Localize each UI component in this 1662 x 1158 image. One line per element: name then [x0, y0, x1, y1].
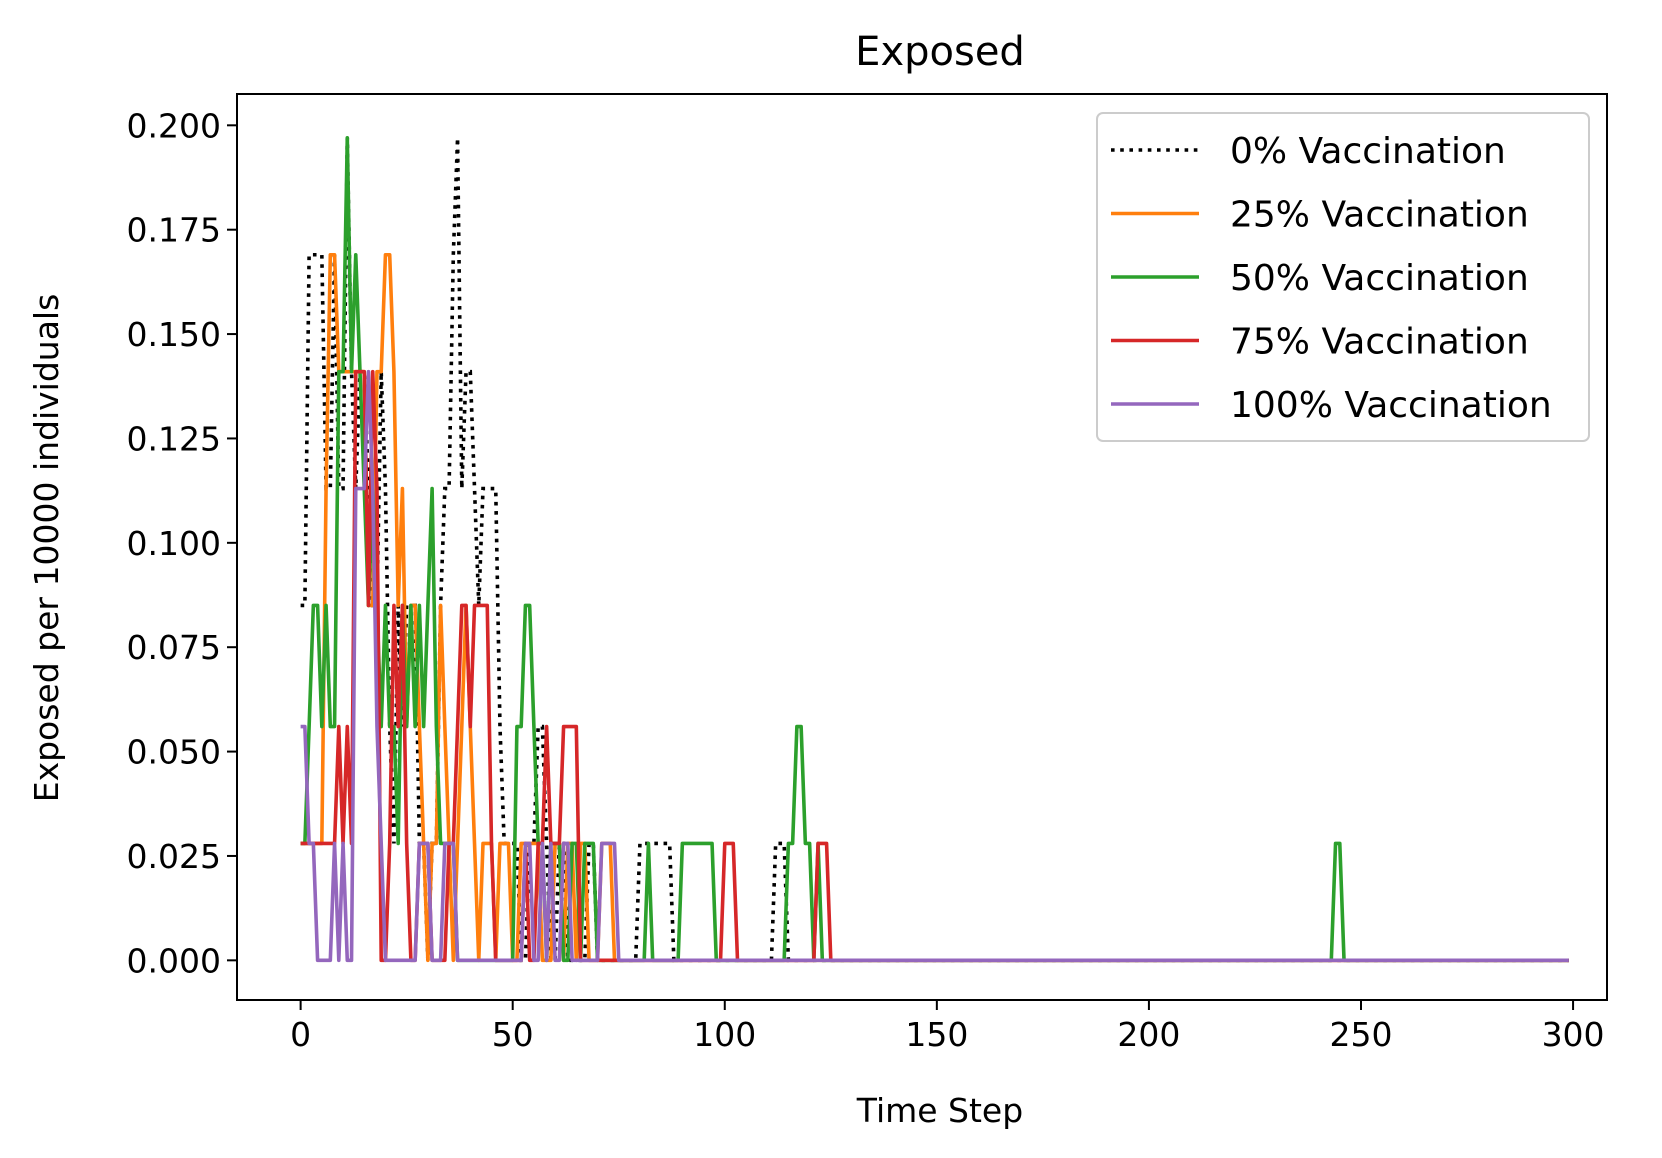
legend-box [1096, 112, 1590, 442]
x-tick-label: 0 [290, 1015, 311, 1054]
series-line-1 [300, 252, 1569, 963]
y-tick-label: 0.200 [127, 106, 221, 145]
y-axis-label: Exposed per 10000 individuals [27, 294, 66, 803]
ticks-layer: 0 50 100 150 200 250 300 0.000 0.025 0.050 0.075 0.… [127, 106, 1605, 1054]
x-tick-label: 200 [1117, 1015, 1180, 1054]
series-layer [300, 136, 1569, 963]
x-tick-label: 50 [492, 1015, 534, 1054]
y-tick-label: 0.175 [127, 211, 221, 250]
legend-label: 0% Vaccination [1230, 131, 1506, 172]
y-tick-label: 0.125 [127, 419, 221, 458]
legend-label: 100% Vaccination [1230, 385, 1552, 426]
x-tick-label: 150 [905, 1015, 968, 1054]
x-axis-label: Time Step [856, 1091, 1023, 1130]
legend-label: 75% Vaccination [1230, 322, 1529, 363]
series-line-3 [300, 369, 1569, 963]
y-tick-label: 0.000 [127, 941, 221, 980]
y-tick-label: 0.050 [127, 733, 221, 772]
x-tick-label: 250 [1329, 1015, 1392, 1054]
legend: 0% Vaccination 25% Vaccination 50% Vaccina… [1096, 112, 1590, 442]
x-tick-label: 300 [1542, 1015, 1605, 1054]
y-tick-label: 0.075 [127, 628, 221, 667]
plot-area-frame [236, 93, 1608, 1001]
chart-title: Exposed [855, 29, 1025, 75]
y-tick-label: 0.150 [127, 315, 221, 354]
legend-label: 25% Vaccination [1230, 195, 1529, 236]
y-tick-label: 0.100 [127, 524, 221, 563]
series-line-4 [300, 369, 1569, 963]
legend-label: 50% Vaccination [1230, 258, 1529, 299]
y-tick-label: 0.025 [127, 837, 221, 876]
x-tick-label: 100 [693, 1015, 756, 1054]
